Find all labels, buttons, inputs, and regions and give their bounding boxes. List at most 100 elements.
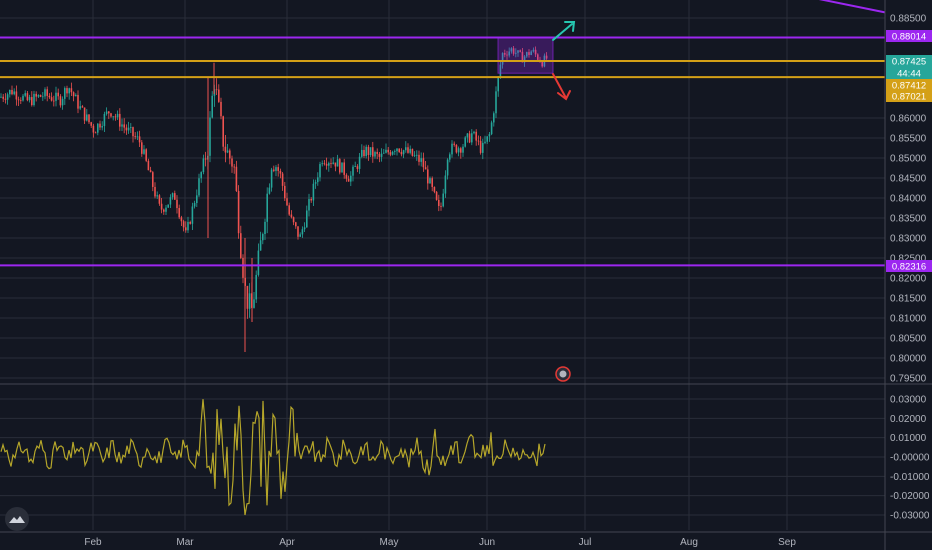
candle-body — [42, 96, 44, 98]
candle-body — [405, 147, 407, 151]
candle-body — [141, 142, 143, 154]
y-tick-label: 0.81500 — [890, 294, 927, 305]
candle-body — [484, 141, 486, 143]
candle-body — [402, 150, 405, 155]
candle-body — [321, 163, 323, 165]
candle-body — [488, 134, 491, 137]
trend-line[interactable] — [740, 0, 886, 14]
candle-body — [422, 158, 425, 168]
candle-body — [385, 149, 387, 153]
candle-body — [255, 274, 257, 300]
candle-body — [191, 206, 194, 224]
candle-body — [97, 123, 99, 133]
candle-body — [231, 158, 233, 167]
candle-body — [451, 143, 453, 155]
candle-body — [387, 149, 389, 153]
candle-body — [6, 94, 9, 100]
candle-body — [257, 250, 260, 275]
price-tag: 0.88014 — [886, 30, 932, 43]
candle-body — [490, 122, 493, 135]
candle-body — [292, 217, 295, 223]
candle-body — [116, 113, 119, 118]
up-right-arrow-icon[interactable] — [552, 21, 576, 41]
candle-body — [46, 89, 48, 96]
candle-body — [33, 93, 35, 106]
candle-body — [66, 88, 68, 94]
candle-body — [198, 178, 200, 196]
candle-body — [37, 95, 40, 97]
candle-body — [220, 101, 222, 117]
x-tick-label: Apr — [279, 537, 295, 548]
candle-body — [288, 205, 290, 215]
candle-body — [526, 52, 528, 57]
osc-y-tick-label: -0.03000 — [890, 511, 930, 522]
candle-body — [15, 91, 18, 100]
candle-body — [365, 146, 367, 157]
candle-body — [165, 207, 167, 212]
candle-body — [259, 240, 262, 251]
candle-body — [26, 93, 29, 101]
candle-body — [163, 209, 165, 212]
candle-body — [196, 195, 198, 204]
candle-body — [466, 133, 469, 138]
candle-body — [497, 76, 499, 92]
svg-text:0.87412: 0.87412 — [892, 81, 926, 92]
candle-body — [394, 151, 396, 152]
event-icon[interactable] — [555, 366, 571, 382]
candle-body — [486, 136, 488, 142]
candle-body — [501, 53, 504, 65]
candle-body — [134, 136, 136, 138]
candle-body — [2, 96, 4, 99]
candle-body — [493, 113, 495, 123]
candle-body — [442, 193, 444, 207]
svg-text:0.87425: 0.87425 — [892, 57, 926, 68]
candle-body — [372, 147, 374, 157]
candle-body — [418, 154, 420, 162]
candle-body — [0, 96, 2, 98]
candle-body — [521, 51, 524, 63]
candle-body — [523, 56, 526, 63]
candle-body — [110, 113, 112, 117]
candle-body — [229, 150, 231, 159]
candle-body — [334, 162, 337, 167]
candle-body — [233, 166, 235, 168]
candle-body — [336, 159, 339, 167]
candle-body — [398, 148, 400, 152]
candle-body — [59, 96, 62, 106]
candle-body — [343, 162, 345, 175]
candle-body — [20, 99, 22, 101]
candle-body — [323, 163, 326, 165]
range-box[interactable] — [497, 37, 554, 74]
candle-body — [77, 94, 79, 109]
y-tick-label: 0.83500 — [890, 214, 927, 225]
candle-body — [218, 89, 220, 102]
candle-body — [314, 182, 317, 184]
y-tick-label: 0.84000 — [890, 194, 927, 205]
candle-body — [339, 159, 341, 173]
y-tick-label: 0.82000 — [890, 274, 927, 285]
candle-body — [125, 127, 128, 131]
x-tick-label: May — [380, 537, 399, 548]
mountain-logo-icon[interactable] — [5, 507, 29, 531]
candle-body — [361, 149, 363, 157]
candle-body — [226, 150, 229, 153]
candle-body — [358, 156, 361, 169]
candle-body — [468, 133, 471, 143]
price-tag: 0.87021 — [886, 90, 932, 103]
candle-body — [440, 205, 442, 207]
candle-body — [273, 169, 275, 171]
candle-body — [132, 127, 134, 137]
candle-body — [31, 97, 33, 106]
svg-text:0.87021: 0.87021 — [892, 92, 926, 103]
drawings[interactable] — [0, 0, 886, 382]
candle-body — [363, 149, 365, 157]
oscillator — [0, 399, 546, 516]
candle-body — [506, 54, 508, 56]
candle-body — [396, 148, 398, 152]
down-right-arrow-icon[interactable] — [552, 73, 571, 101]
candle-body — [515, 52, 517, 54]
candle-body — [290, 214, 293, 218]
candle-body — [222, 116, 224, 147]
